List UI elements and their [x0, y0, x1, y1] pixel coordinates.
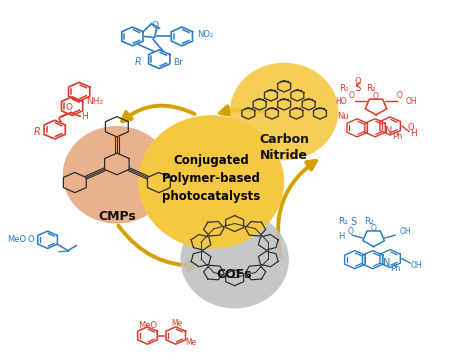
Text: Br: Br — [173, 58, 183, 67]
Text: O: O — [355, 78, 361, 86]
Text: N: N — [383, 258, 391, 268]
Text: N: N — [385, 126, 393, 136]
Text: S: S — [349, 83, 361, 93]
Ellipse shape — [230, 63, 338, 160]
Text: O: O — [65, 103, 73, 112]
Text: Conjugated
Polymer-based
photocatalysts: Conjugated Polymer-based photocatalysts — [162, 154, 261, 203]
Text: OH: OH — [405, 96, 417, 106]
Text: COFs: COFs — [217, 268, 253, 281]
Text: R: R — [34, 127, 40, 138]
Text: Ph: Ph — [392, 132, 403, 141]
Text: R₁: R₁ — [339, 84, 349, 92]
Text: O: O — [348, 91, 355, 100]
Text: O: O — [373, 92, 379, 101]
Text: H: H — [81, 112, 88, 122]
Ellipse shape — [138, 115, 284, 249]
Ellipse shape — [181, 211, 289, 308]
Text: OH: OH — [411, 261, 422, 270]
Text: HO: HO — [335, 96, 347, 106]
Text: MeO: MeO — [138, 321, 157, 330]
Text: OH: OH — [400, 227, 411, 236]
Text: H: H — [410, 130, 417, 138]
Text: O: O — [152, 21, 159, 30]
Text: R₁: R₁ — [338, 217, 348, 226]
Text: R₂: R₂ — [364, 217, 374, 226]
Ellipse shape — [63, 126, 171, 223]
Text: NO₂: NO₂ — [198, 30, 214, 39]
Text: NH₂: NH₂ — [86, 97, 103, 106]
Text: Ph: Ph — [390, 264, 401, 273]
Text: R₂: R₂ — [366, 84, 376, 92]
Text: Carbon
Nitride: Carbon Nitride — [259, 133, 309, 162]
Text: Nu: Nu — [337, 112, 349, 122]
Text: MeO: MeO — [7, 235, 26, 244]
Text: O: O — [28, 235, 35, 244]
Text: CMPs: CMPs — [98, 210, 136, 223]
Text: O: O — [348, 227, 354, 236]
Text: O: O — [371, 224, 377, 233]
Text: Me: Me — [171, 320, 182, 328]
Text: O: O — [397, 91, 402, 100]
Text: H: H — [338, 232, 345, 241]
Text: S: S — [348, 217, 357, 227]
Text: R: R — [135, 57, 141, 67]
Text: Me: Me — [185, 338, 196, 347]
Text: O: O — [407, 123, 414, 132]
